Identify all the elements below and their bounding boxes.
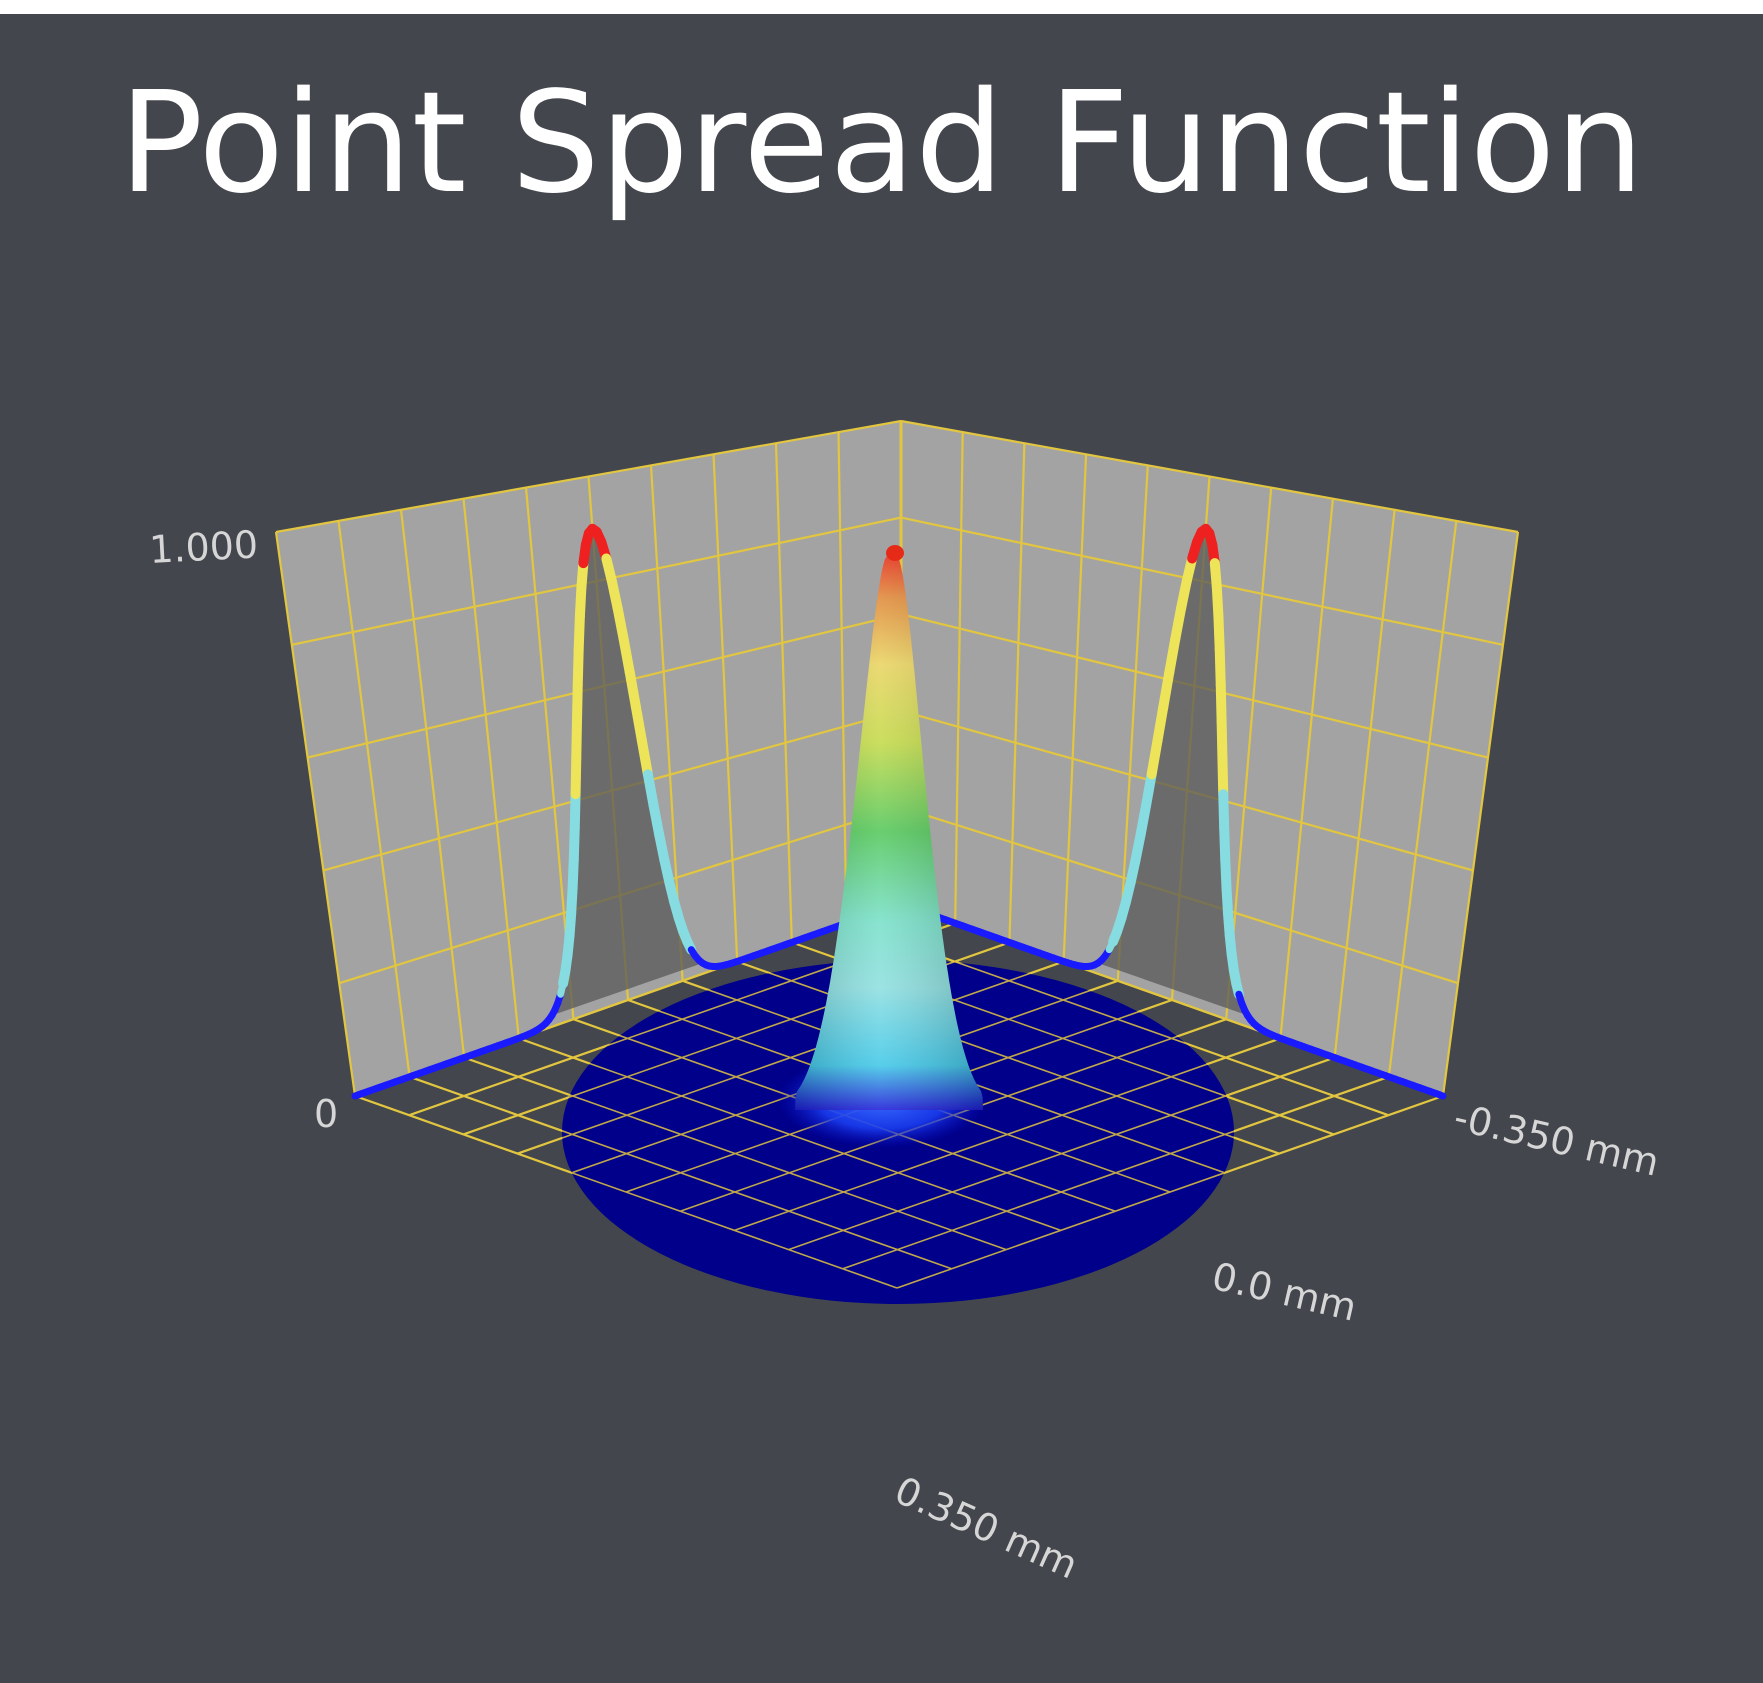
- left-wall-projection-fill: [551, 528, 703, 1016]
- left-wall-vertical-gridline: [837, 432, 848, 924]
- right-wall-vertical-gridline: [1279, 498, 1334, 1039]
- floor-gridline-u: [463, 1056, 1007, 1251]
- left-wall-vertical-gridline: [462, 498, 520, 1039]
- right-wall-horizontal-gridline: [900, 419, 1519, 534]
- floor-gridline-u: [409, 1076, 952, 1270]
- left-wall-vertical-gridline: [399, 509, 466, 1058]
- left-wall-projection-segment: [572, 644, 584, 690]
- left-wall-horizontal-gridline: [275, 419, 902, 534]
- x-tick-label-mid: 0.0 mm: [1208, 1254, 1361, 1330]
- left-wall-projection-segment: [568, 823, 580, 865]
- left-wall-vertical-gridline: [774, 443, 793, 943]
- left-wall-projection-segment: [571, 679, 583, 727]
- right-wall-vertical-gridline: [1387, 520, 1458, 1077]
- psf-peak-shading: [795, 553, 983, 1110]
- left-wall-projection-segment: [636, 736, 653, 780]
- right-wall-projection-segment: [1215, 679, 1227, 727]
- right-wall-projection-segment: [1141, 769, 1157, 811]
- chart-title: Point Spread Function: [118, 62, 1645, 225]
- right-wall-projection-segment: [1216, 716, 1228, 764]
- floor-gridline-v: [842, 1076, 1390, 1270]
- left-wall-vertical-gridline: [274, 531, 357, 1097]
- left-wall-projection-segment: [612, 603, 629, 645]
- right-wall-projection-segment: [1158, 667, 1175, 712]
- floor-gridline-v: [896, 1095, 1444, 1289]
- right-wall-vertical-gridline: [1333, 509, 1396, 1058]
- right-wall-vertical-gridline: [1008, 443, 1026, 943]
- left-wall-projection-segment: [630, 701, 647, 747]
- left-wall-vertical-gridline: [337, 520, 411, 1077]
- right-wall-projection-segment: [1214, 644, 1226, 690]
- right-wall-projection-segment: [1152, 701, 1169, 747]
- z-tick-label-top: 1.000: [148, 522, 259, 572]
- left-wall-vertical-gridline: [712, 454, 739, 962]
- right-wall-projection-segment: [1436, 1091, 1447, 1100]
- peak-tip: [886, 545, 904, 561]
- right-wall-projection-fill: [1098, 528, 1248, 1016]
- right-wall-vertical-gridline: [954, 432, 964, 924]
- x-tick-label-max: 0.350 mm: [888, 1468, 1084, 1587]
- right-wall-vertical-gridline: [1062, 454, 1088, 962]
- right-wall-projection-segment: [1219, 823, 1231, 865]
- left-wall-projection-segment: [642, 769, 659, 811]
- left-wall-projection-segment: [571, 716, 582, 764]
- right-wall-projection-segment: [1217, 753, 1229, 800]
- right-wall-vertical-gridline: [1441, 531, 1520, 1097]
- floor-gridline-u: [354, 1095, 898, 1289]
- left-wall-projection-segment: [570, 753, 582, 800]
- right-wall-projection-segment: [1213, 611, 1225, 655]
- right-wall-projection-segment: [1146, 736, 1163, 780]
- left-wall-projection-segment: [624, 667, 641, 712]
- right-wall-projection-segment: [1218, 789, 1230, 834]
- left-wall-projection-segment: [569, 789, 581, 834]
- x-tick-label-min: -0.350 mm: [1450, 1095, 1663, 1185]
- left-wall-projection-segment: [573, 611, 585, 655]
- floor-gridline-u: [518, 1037, 1062, 1232]
- right-wall-projection-segment: [1164, 634, 1181, 678]
- left-wall-projection-segment: [618, 634, 635, 678]
- floor-gridline-v: [734, 1037, 1281, 1232]
- right-wall-projection-segment: [1170, 603, 1187, 645]
- floor-gridline-v: [788, 1056, 1335, 1251]
- z-tick-label-bottom: 0: [314, 1092, 338, 1136]
